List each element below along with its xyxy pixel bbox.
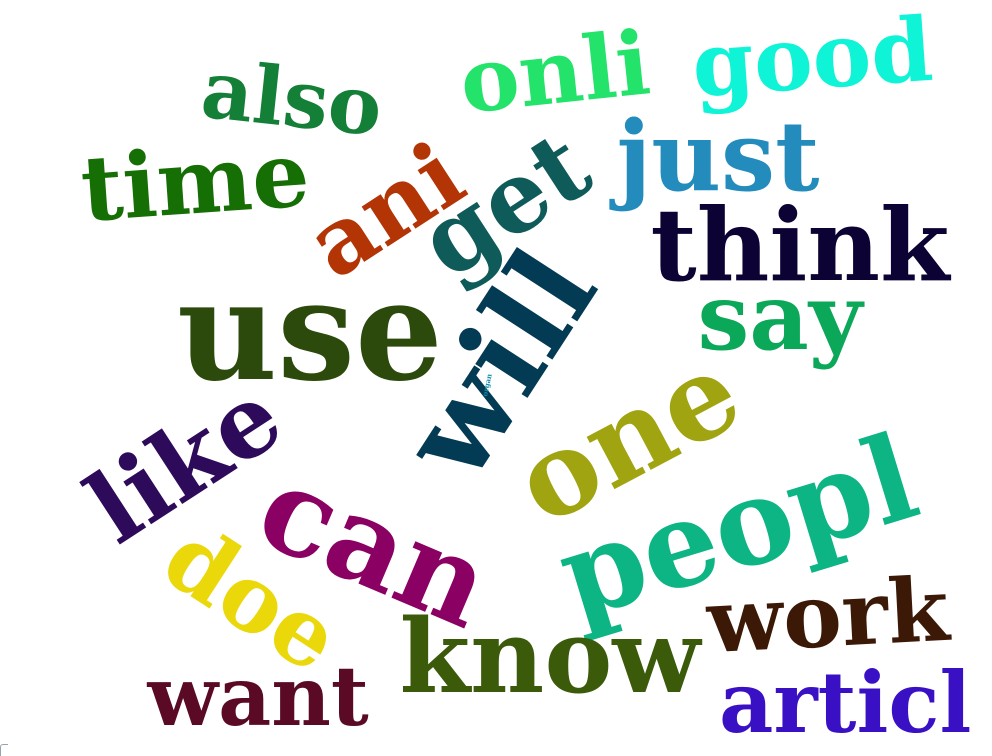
word-time: time (77, 121, 313, 243)
word-say: say (697, 263, 863, 371)
word-just: just (616, 100, 820, 213)
word-use: use (177, 249, 443, 412)
word-think: think (650, 186, 950, 304)
word-work: work (704, 556, 952, 674)
word-also: also (197, 41, 387, 155)
word-articl: articl (719, 653, 972, 752)
corner-mark (0, 744, 8, 756)
word-want: want (147, 649, 369, 745)
word-good: good (688, 0, 936, 118)
word-know: know (399, 597, 701, 717)
